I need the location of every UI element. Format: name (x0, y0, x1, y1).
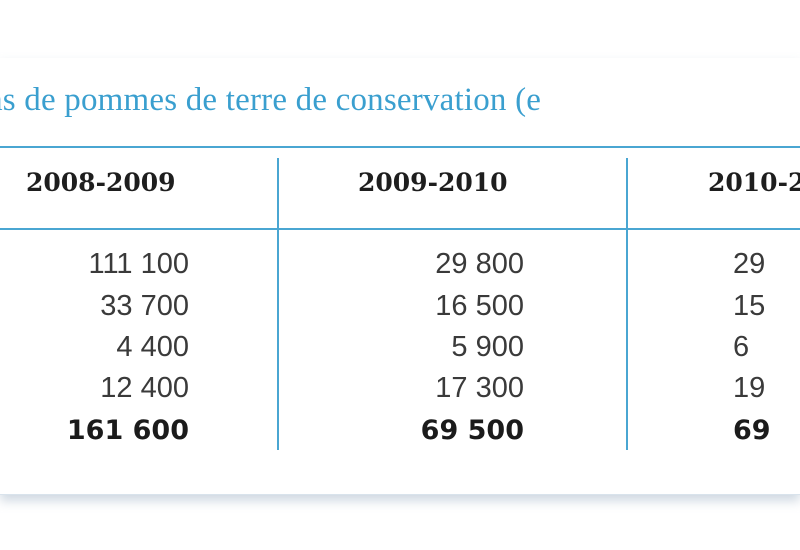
table-cell: 4 400 (116, 331, 189, 363)
table-cell: 12 400 (100, 372, 189, 404)
table-cell: 111 100 (88, 248, 189, 280)
table-cell: 29 (733, 248, 766, 280)
column-divider-2 (626, 158, 628, 450)
column-header-2008-2009: 2008-2009 (26, 168, 176, 197)
table-cell: 5 900 (451, 331, 524, 363)
total-cell: 161 600 (66, 415, 189, 446)
table-cell: 29 800 (435, 248, 524, 280)
column-header-2010: 2010-2 (708, 168, 800, 197)
table-title: ions de pommes de terre de conservation … (0, 82, 800, 119)
table-cell: 17 300 (435, 372, 524, 404)
table-cell: 19 (733, 372, 766, 404)
table-cell: 16 500 (435, 290, 524, 322)
table-title-text: ions de pommes de terre de conservation … (0, 82, 542, 118)
column-divider-1 (277, 158, 279, 450)
table-panel: ions de pommes de terre de conservation … (0, 58, 800, 495)
header-bottom-rule (0, 228, 800, 230)
table-cell: 6 (733, 331, 750, 363)
table-cell: 33 700 (100, 290, 189, 322)
header-top-rule (0, 146, 800, 148)
total-cell: 69 500 (420, 415, 524, 446)
column-header-2009-2010: 2009-2010 (358, 168, 508, 197)
table-cell: 15 (733, 290, 766, 322)
total-cell: 69 (733, 415, 771, 446)
